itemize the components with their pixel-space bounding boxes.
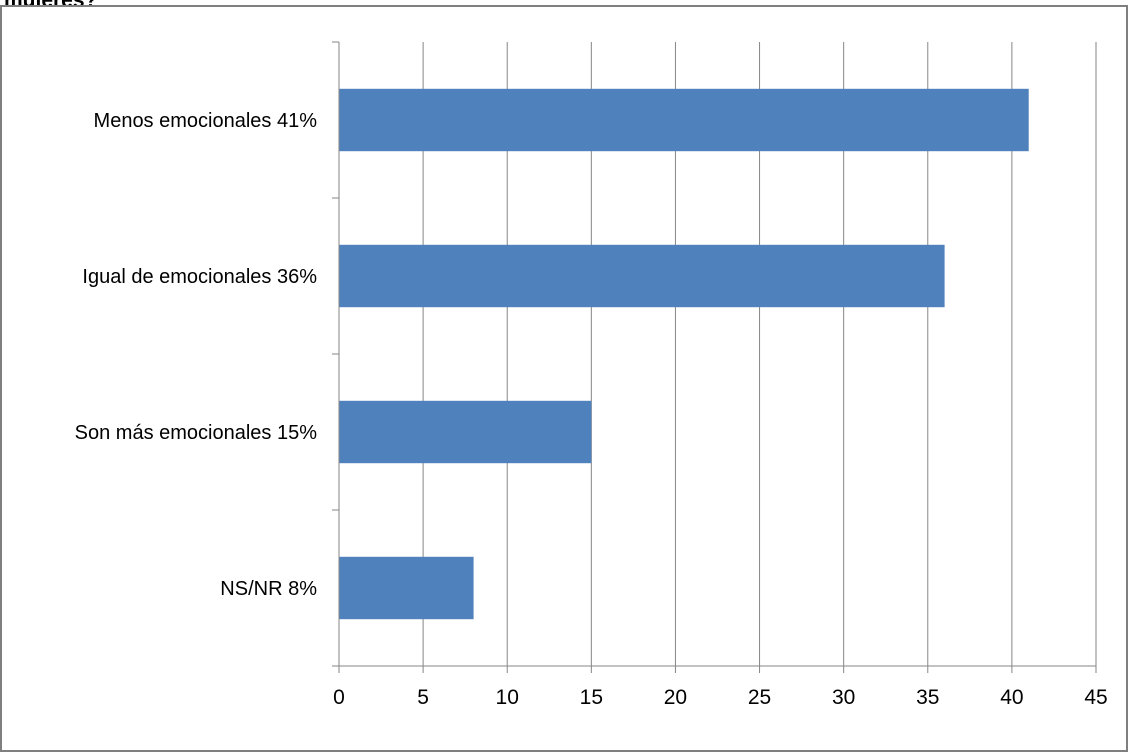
x-tick-label: 0 <box>333 686 345 709</box>
x-tick-label: 30 <box>832 686 855 709</box>
x-tick-label: 15 <box>580 686 603 709</box>
x-tick-label: 5 <box>417 686 429 709</box>
bar <box>339 88 1029 152</box>
category-label: Menos emocionales 41% <box>94 110 318 132</box>
x-tick-label: 20 <box>664 686 687 709</box>
category-label: NS/NR 8% <box>220 578 317 600</box>
x-tick-label: 45 <box>1084 686 1107 709</box>
category-label: Igual de emocionales 36% <box>82 266 317 288</box>
bar <box>339 244 945 308</box>
category-label: Son más emocionales 15% <box>75 422 318 444</box>
x-tick-label: 25 <box>748 686 771 709</box>
x-tick-label: 35 <box>916 686 939 709</box>
x-tick-label: 10 <box>496 686 519 709</box>
bar <box>339 556 474 620</box>
bar <box>339 400 592 464</box>
x-tick-label: 40 <box>1000 686 1023 709</box>
